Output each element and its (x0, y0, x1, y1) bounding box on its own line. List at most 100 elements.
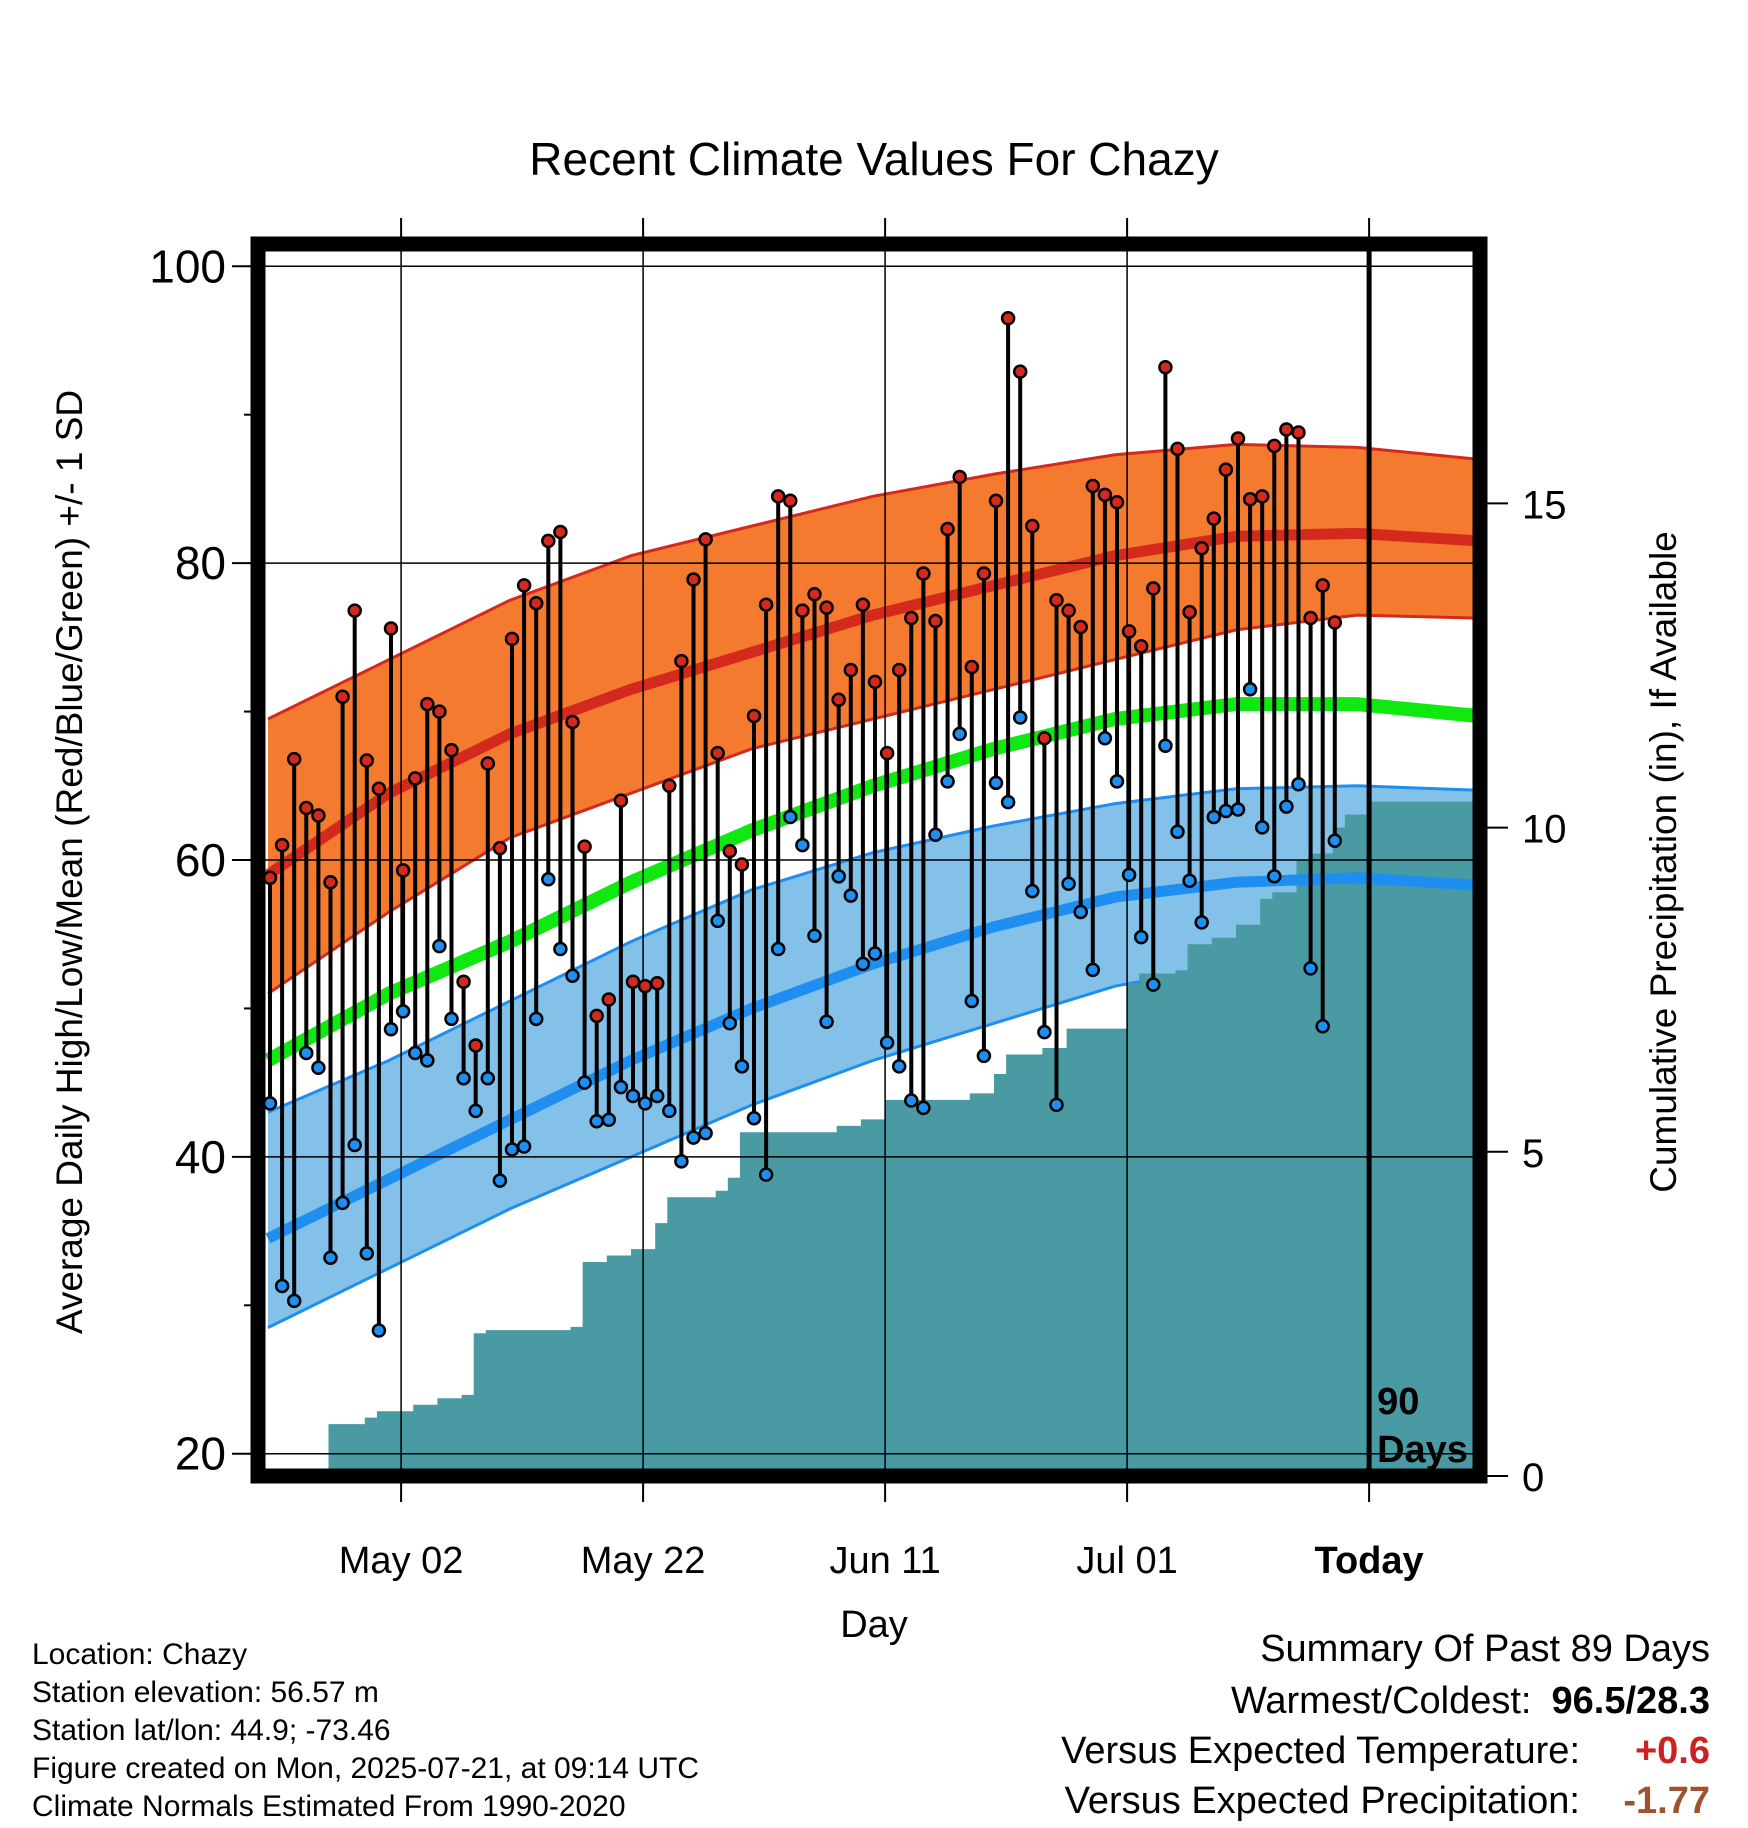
x-tick-label: Today (1315, 1540, 1424, 1582)
observed-low-point (710, 913, 725, 929)
observed-low-point (1085, 962, 1101, 978)
x-tick-label: Jul 01 (1076, 1540, 1177, 1582)
observed-high-point (299, 800, 314, 816)
observed-low-point (867, 946, 883, 961)
observed-high-point (577, 839, 592, 854)
observed-high-point (323, 875, 338, 890)
observed-high-point (1291, 425, 1306, 440)
observed-high-point (734, 857, 750, 872)
observed-low-point (1170, 824, 1185, 840)
observed-low-point (553, 941, 568, 957)
temp-value: +0.6 (1634, 1730, 1710, 1772)
observed-high-point (855, 597, 871, 612)
observed-high-point (420, 696, 435, 712)
observed-high-point (879, 745, 895, 761)
observed-low-point (565, 968, 580, 984)
observed-high-point (1218, 462, 1234, 477)
observed-high-point (1061, 603, 1076, 618)
observed-high-point (722, 843, 738, 859)
observed-low-point (274, 1278, 290, 1294)
window-days-label: Days (1377, 1429, 1468, 1471)
observed-high-point (1049, 592, 1064, 608)
observed-low-point (904, 1093, 919, 1108)
precip-area (316, 801, 1478, 1476)
observed-high-point (1085, 478, 1101, 494)
observed-low-point (1353, 0, 1365, 6)
x-tick-label: Jun 11 (829, 1540, 940, 1582)
observed-low-point (383, 1021, 399, 1037)
observed-high-point (795, 603, 810, 618)
observed-high-point (770, 489, 786, 504)
observed-low-point (444, 1011, 459, 1027)
observed-high-point (831, 692, 846, 707)
observed-low-point (952, 726, 967, 742)
observed-low-point (722, 1016, 738, 1031)
observed-low-point (625, 1088, 641, 1104)
observed-low-point (420, 1053, 435, 1068)
observed-low-point (637, 1096, 653, 1111)
observed-low-point (1194, 915, 1209, 930)
observed-low-point (371, 1323, 387, 1338)
warm-cold-value: 96.5/28.3 (1552, 1680, 1711, 1723)
observed-low-point (1291, 777, 1306, 792)
observed-high-point (613, 793, 629, 808)
observed-high-point (1158, 359, 1173, 375)
observed-high-point (686, 572, 701, 587)
observed-high-point (1242, 492, 1258, 507)
observed-high-point (262, 870, 278, 886)
observed-low-point (807, 928, 822, 943)
temp-label: Versus Expected Temperature: (1061, 1730, 1580, 1772)
observed-low-point (395, 1004, 411, 1019)
y-tick-label: 40 (175, 1131, 226, 1183)
observed-low-point (1327, 833, 1343, 848)
observed-low-point (432, 938, 447, 954)
observed-high-point (1097, 487, 1113, 503)
observed-low-point (674, 1154, 689, 1169)
observed-high-point (940, 521, 955, 537)
summary-warm-cold: Warmest/Coldest: 96.5/28.3 (1231, 1680, 1710, 1723)
observed-low-point (262, 1096, 278, 1111)
observed-high-point (589, 1008, 604, 1024)
observed-high-point (480, 756, 496, 771)
observed-high-point (1327, 615, 1343, 630)
observed-low-point (323, 1250, 338, 1266)
observed-low-point (601, 1112, 617, 1128)
station-info: Location: Chazy Station elevation: 56.57… (32, 1636, 699, 1826)
observed-high-point (1121, 624, 1137, 639)
y2-tick-label: 5 (1522, 1132, 1544, 1176)
observed-high-point (928, 613, 943, 629)
observed-low-point (1121, 867, 1137, 883)
observed-low-point (1037, 1024, 1052, 1040)
observed-high-point (807, 587, 822, 602)
observed-low-point (783, 809, 798, 825)
observed-high-point (1254, 489, 1270, 504)
observed-low-point (407, 1045, 423, 1061)
observed-low-point (879, 1035, 895, 1050)
observed-high-point (783, 493, 798, 509)
observed-low-point (770, 941, 786, 957)
observed-high-point (274, 837, 290, 853)
observed-high-point (1303, 610, 1318, 626)
observed-high-point (432, 704, 447, 719)
observed-low-point (347, 1137, 362, 1153)
observed-high-point (528, 595, 544, 611)
observed-low-point (831, 869, 846, 884)
observed-high-point (504, 631, 520, 647)
observed-high-point (964, 659, 980, 675)
observed-low-point (1279, 799, 1294, 814)
observed-high-point (1194, 541, 1209, 556)
observed-high-point (1000, 310, 1016, 326)
x-tick-label: May 22 (581, 1540, 706, 1582)
observed-high-point (516, 578, 532, 593)
info-location: Location: Chazy (32, 1638, 248, 1671)
observed-high-point (1279, 422, 1294, 437)
observed-high-point (1073, 619, 1088, 635)
observed-high-point (843, 662, 859, 678)
observed-low-point (1158, 738, 1173, 753)
observed-high-point (335, 689, 350, 704)
observed-high-point (916, 566, 931, 581)
observed-low-point (976, 1048, 992, 1064)
observed-high-point (904, 610, 919, 626)
observed-low-point (795, 837, 810, 853)
